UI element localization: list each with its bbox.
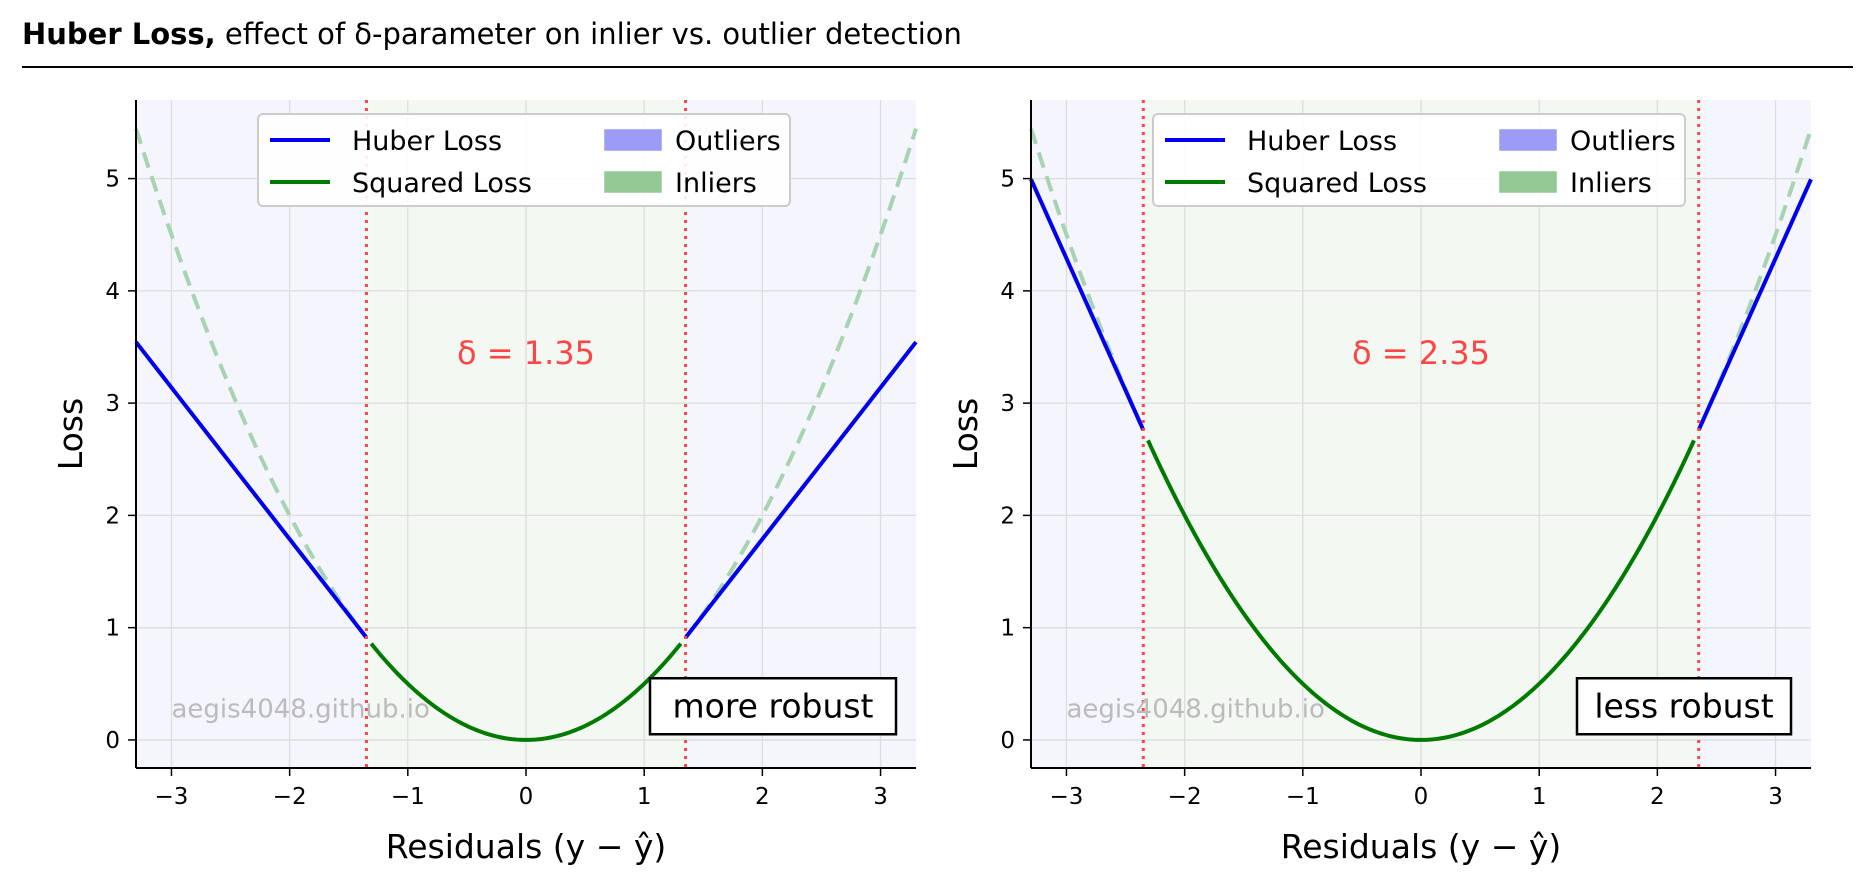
x-tick-label: 0 <box>519 784 534 810</box>
x-tick-label: 2 <box>755 784 770 810</box>
robustness-label: less robust <box>1594 686 1773 725</box>
x-tick-label: 1 <box>637 784 652 810</box>
legend-label: Squared Loss <box>352 168 532 199</box>
legend-label: Huber Loss <box>352 126 502 157</box>
legend-label: Outliers <box>675 126 781 157</box>
page-title-bold: Huber Loss, <box>22 17 216 51</box>
legend-label: Inliers <box>675 168 757 199</box>
squared-loss-dashed-segment <box>1696 128 1813 431</box>
y-tick-label: 3 <box>1000 391 1015 417</box>
x-tick-label: −2 <box>1168 784 1202 810</box>
header-divider <box>22 66 1853 68</box>
chart-right: −3 −2 −1 0 1 2 3 0 1 2 3 4 5 Residuals (y − ŷ) Loss δ =… <box>946 100 1813 866</box>
x-tick-label: −3 <box>1050 784 1084 810</box>
x-tick-label: −2 <box>273 784 307 810</box>
squared-loss-dashed-segment <box>1029 128 1146 431</box>
legend-label: Squared Loss <box>1247 168 1427 199</box>
y-axis-label: Loss <box>51 398 90 470</box>
huber-loss-segment <box>683 340 918 639</box>
robustness-label: more robust <box>673 686 874 725</box>
legend-patch-marker <box>604 129 662 151</box>
x-axis-label: Residuals (y − ŷ) <box>386 827 666 866</box>
y-tick-label: 5 <box>105 167 120 193</box>
squared-loss-dashed-segment <box>134 128 369 639</box>
chart-left: −3 −2 −1 0 1 2 3 0 1 2 3 4 5 Residuals (y − ŷ) Loss δ =… <box>51 100 918 866</box>
y-tick-label: 4 <box>105 279 120 305</box>
squared-loss-line <box>1146 439 1696 742</box>
robustness-box <box>1575 677 1793 736</box>
x-tick-label: 3 <box>873 784 888 810</box>
y-tick-label: 0 <box>1000 728 1015 754</box>
delta-annotation: δ = 1.35 <box>457 334 595 372</box>
page-title: Huber Loss, effect of δ-parameter on inl… <box>22 16 962 52</box>
x-tick-label: −1 <box>391 784 425 810</box>
y-tick-label: 2 <box>1000 503 1015 529</box>
legend-label: Inliers <box>1570 168 1652 199</box>
y-tick-label: 4 <box>1000 279 1015 305</box>
huber-loss-segment <box>1029 178 1146 431</box>
x-tick-label: −3 <box>155 784 189 810</box>
x-tick-label: 2 <box>1650 784 1665 810</box>
x-tick-label: −1 <box>1286 784 1320 810</box>
legend-label: Huber Loss <box>1247 126 1397 157</box>
squared-loss-line <box>369 642 683 742</box>
y-tick-label: 2 <box>105 503 120 529</box>
legend-patch-marker <box>1499 129 1557 151</box>
x-tick-label: 1 <box>1532 784 1547 810</box>
y-tick-label: 3 <box>105 391 120 417</box>
watermark: aegis4048.github.io <box>1066 694 1324 724</box>
y-tick-label: 1 <box>1000 616 1015 642</box>
y-tick-label: 0 <box>105 728 120 754</box>
delta-annotation: δ = 2.35 <box>1352 334 1490 372</box>
legend-label: Outliers <box>1570 126 1676 157</box>
x-axis-label: Residuals (y − ŷ) <box>1281 827 1561 866</box>
y-axis-label: Loss <box>946 398 985 470</box>
squared-loss-dashed-segment <box>683 128 918 639</box>
legend-patch-marker <box>1499 171 1557 193</box>
huber-loss-segment <box>1696 178 1813 431</box>
huber-loss-segment <box>134 340 369 639</box>
page-title-rest: effect of δ-parameter on inlier vs. outl… <box>215 17 962 51</box>
watermark: aegis4048.github.io <box>171 694 429 724</box>
x-tick-label: 3 <box>1768 784 1783 810</box>
robustness-box <box>648 677 898 736</box>
y-tick-label: 1 <box>105 616 120 642</box>
x-tick-label: 0 <box>1414 784 1429 810</box>
legend-patch-marker <box>604 171 662 193</box>
y-tick-label: 5 <box>1000 167 1015 193</box>
